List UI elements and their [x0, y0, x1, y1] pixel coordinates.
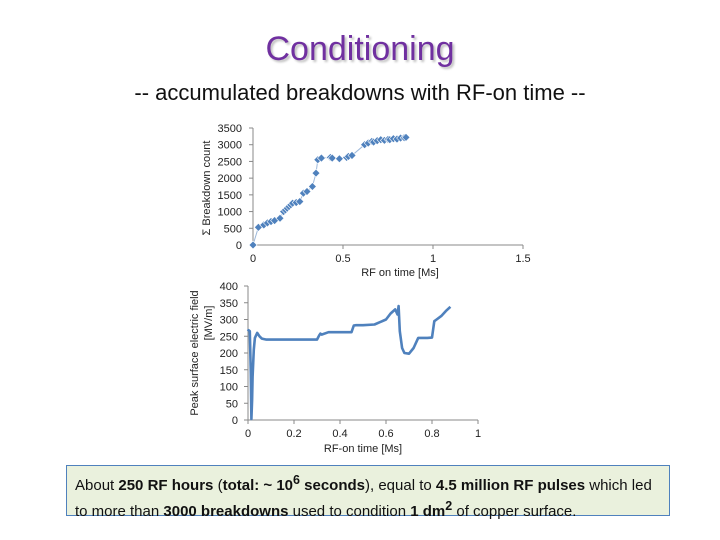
summary-text-5: used to condition: [288, 503, 411, 520]
chart2-y-tick-label: 400: [220, 281, 238, 293]
slide-subtitle: -- accumulated breakdowns with RF-on tim…: [134, 80, 586, 105]
chart2-y-tick-label: 350: [220, 298, 238, 310]
chart2-y-tick-label: 200: [220, 348, 238, 360]
chart1-y-tick-label: 500: [224, 223, 242, 235]
chart1-data-point: [347, 150, 357, 160]
chart1-data-point: [248, 240, 258, 250]
chart2-x-tick-label: 0.2: [286, 428, 301, 440]
chart1-data-point: [295, 197, 305, 206]
chart1-x-tick-label: 0.5: [335, 253, 350, 265]
chart1-data-point: [307, 182, 317, 191]
chart1-y-tick-label: 0: [236, 240, 242, 252]
chart1-data-point: [327, 153, 337, 163]
chart2-x-tick-label: 0.6: [378, 428, 393, 440]
chart1-y-tick-label: 3000: [218, 140, 242, 152]
summary-box: About 250 RF hours (total: ~ 106 seconds…: [66, 465, 670, 520]
chart1-data-point: [401, 132, 411, 142]
chart1-y-tick-label: 1500: [218, 190, 242, 202]
summary-area-exponent: 2: [445, 499, 453, 513]
chart2-y-tick-label: 50: [226, 398, 238, 410]
chart2-x-tick-label: 0: [245, 428, 251, 440]
chart1-y-tick-label: 2500: [218, 156, 242, 168]
summary-bold-rf-hours: 250 RF hours: [118, 477, 214, 494]
chart2-x-tick-label: 0.4: [332, 428, 347, 440]
chart1-x-tick-label: 1: [430, 253, 436, 265]
chart1-y-tick-label: 2000: [218, 173, 242, 185]
summary-exponent: 6: [293, 473, 300, 487]
summary-text-6: of copper surface.: [452, 503, 577, 520]
summary-text-1: About: [75, 477, 119, 494]
slide-title: Conditioning: [265, 30, 455, 68]
chart1-y-tick-label: 1000: [218, 207, 242, 219]
chart1-series-line: [252, 136, 407, 246]
chart2-series-line: [246, 304, 452, 421]
summary-text-2: (: [213, 477, 223, 494]
summary-text-4: which led to more than: [75, 477, 652, 520]
chart2-y-tick-label: 100: [220, 382, 238, 394]
chart2-y-tick-label: 300: [220, 315, 238, 327]
chart1-x-tick-label: 1.5: [515, 253, 530, 265]
chart2-x-tick-label: 1: [475, 428, 481, 440]
summary-text-3: ), equal to: [365, 477, 436, 494]
chart2-y-axis-unit: [MV/m]: [203, 306, 215, 341]
summary-bold-seconds: seconds: [299, 477, 365, 494]
chart1-data-point: [316, 153, 326, 163]
summary-bold-total: total: ~ 106 seconds: [222, 473, 365, 494]
chart1-y-axis-title: Σ Breakdown count: [201, 141, 213, 236]
chart2-x-tick-label: 0.8: [424, 428, 439, 440]
chart2-y-tick-label: 150: [220, 365, 238, 377]
summary-bold-area: 1 dm2: [410, 499, 452, 520]
summary-bold-area-text: 1 dm: [410, 503, 446, 520]
chart1-data-point: [302, 187, 312, 196]
summary-bold-breakdowns: 3000 breakdowns: [163, 503, 289, 520]
chart1-data-point: [334, 154, 344, 164]
chart2-y-tick-label: 0: [232, 415, 238, 427]
chart1-x-tick-label: 0: [250, 253, 256, 265]
chart2-x-axis-title: RF-on time [Ms]: [324, 443, 402, 455]
summary-bold-total-text: total: ~ 10: [222, 477, 294, 494]
chart1-x-axis-title: RF on time [Ms]: [361, 267, 439, 279]
summary-bold-pulses: 4.5 million RF pulses: [435, 477, 586, 494]
chart1-data-point: [311, 168, 321, 178]
chart2-y-axis-title: Peak surface electric field: [189, 290, 201, 415]
chart1-data-point: [275, 213, 285, 223]
chart2-y-tick-label: 250: [220, 331, 238, 343]
chart1-y-tick-label: 3500: [218, 123, 242, 135]
